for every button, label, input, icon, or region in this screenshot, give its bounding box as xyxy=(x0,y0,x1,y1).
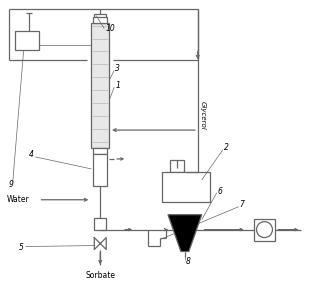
Bar xyxy=(93,148,107,154)
Text: 6: 6 xyxy=(218,187,222,196)
Text: 2: 2 xyxy=(224,143,229,153)
Text: Glycerol: Glycerol xyxy=(200,101,206,130)
Bar xyxy=(93,17,107,23)
Text: 8: 8 xyxy=(186,257,191,266)
Text: Sorbate: Sorbate xyxy=(85,271,115,280)
Text: 3: 3 xyxy=(115,64,120,73)
Bar xyxy=(93,154,107,186)
Bar xyxy=(162,172,210,202)
Text: 10: 10 xyxy=(105,24,115,33)
Bar xyxy=(94,14,106,24)
Bar xyxy=(94,218,106,230)
Circle shape xyxy=(256,222,272,237)
Text: 9: 9 xyxy=(9,180,13,189)
Bar xyxy=(170,160,184,172)
Text: 4: 4 xyxy=(29,150,33,160)
Bar xyxy=(15,31,39,50)
Text: Water: Water xyxy=(7,195,29,204)
Polygon shape xyxy=(168,215,202,252)
Text: 7: 7 xyxy=(240,200,245,209)
Bar xyxy=(91,23,109,148)
Text: 5: 5 xyxy=(19,243,23,252)
Bar xyxy=(254,219,275,240)
Text: 1: 1 xyxy=(115,81,120,90)
